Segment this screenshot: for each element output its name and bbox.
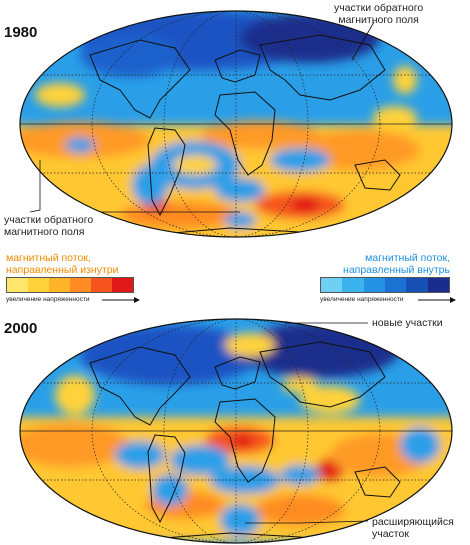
legend-inward-arrow	[418, 297, 456, 303]
year-label-1980: 1980	[4, 24, 38, 41]
legend-outward-caption: увеличение напряженности	[6, 296, 90, 303]
legend-inward-scale	[320, 277, 450, 293]
annotation-new-areas: новые участки	[372, 317, 443, 329]
world-map-1980	[19, 10, 453, 238]
year-label-2000: 2000	[4, 320, 38, 337]
annotation-expanding-area: расширяющийся участок	[372, 516, 454, 540]
annotation-reverse-field-top: участки обратного магнитного поля	[334, 2, 424, 26]
legend-outward-arrow	[102, 297, 140, 303]
legend-outward-scale	[6, 277, 134, 293]
annotation-reverse-field-bottom: участки обратного магнитного поля	[4, 214, 94, 238]
legend-inward-title: магнитный поток, направленный внутрь	[343, 252, 450, 276]
legend-outward-title: магнитный поток, направленный изнутри	[6, 252, 119, 276]
legend-inward-caption: увеличение напряженности	[320, 296, 404, 303]
world-map-2000	[19, 318, 453, 544]
